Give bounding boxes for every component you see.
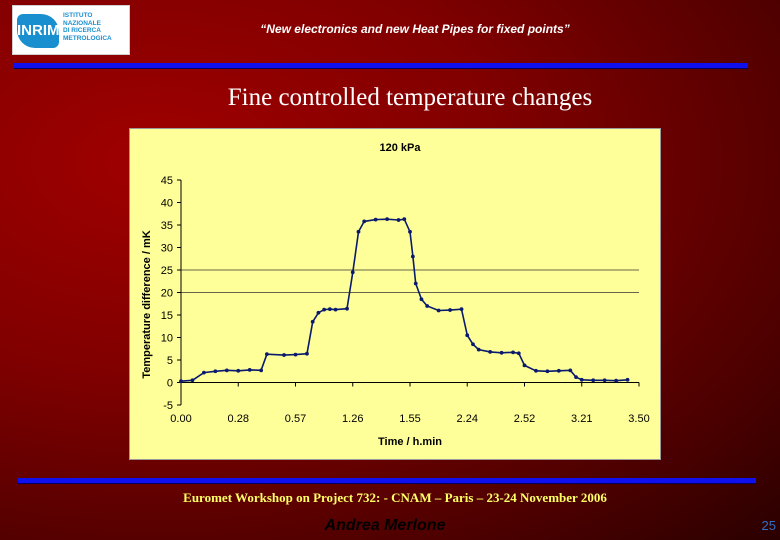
x-tick-label: 0.28 xyxy=(228,413,249,425)
slide-title: Fine controlled temperature changes xyxy=(227,84,593,111)
y-tick-label: 40 xyxy=(161,198,173,210)
header-title: “New electronics and new Heat Pipes for … xyxy=(260,22,570,36)
x-tick-label: 1.26 xyxy=(342,413,363,425)
x-tick-label: 2.24 xyxy=(457,413,478,425)
data-point xyxy=(202,370,206,375)
data-point xyxy=(476,347,481,352)
chart-title: 120 kPa xyxy=(380,142,422,154)
data-point xyxy=(410,254,415,259)
data-point xyxy=(373,217,378,222)
y-tick-label: 20 xyxy=(161,288,173,300)
data-point xyxy=(310,319,315,324)
data-point xyxy=(224,368,229,373)
temperature-chart: -5 0 5 10 15 20 25 30 35 40 45 0.00 0.28 0.57 1.26 1.55… xyxy=(141,142,650,448)
y-axis-label: Temperature difference / mK xyxy=(141,230,153,378)
data-point xyxy=(516,351,521,356)
data-point xyxy=(425,304,430,308)
data-point xyxy=(408,229,412,234)
x-axis-label: Time / h.min xyxy=(378,436,442,448)
series-line xyxy=(180,218,628,382)
data-point xyxy=(356,229,361,234)
x-tick-label: 3.50 xyxy=(628,413,649,425)
data-point xyxy=(534,368,538,373)
data-point xyxy=(436,308,441,313)
footer-event: Euromet Workshop on Project 732: - CNAM … xyxy=(183,490,607,505)
data-point xyxy=(293,352,298,357)
data-point xyxy=(591,378,596,383)
data-point xyxy=(350,270,355,275)
data-point xyxy=(327,307,332,312)
data-point xyxy=(488,350,493,354)
data-point xyxy=(247,368,252,372)
data-point xyxy=(322,307,327,312)
bottom-divider xyxy=(18,478,756,483)
data-point xyxy=(614,378,618,383)
data-point xyxy=(305,351,309,356)
data-point xyxy=(545,369,550,374)
data-point xyxy=(625,377,630,382)
x-tick-label: 0.00 xyxy=(170,413,191,425)
data-point xyxy=(259,368,264,373)
x-tick-label: 2.52 xyxy=(514,413,535,425)
data-point xyxy=(179,379,183,384)
data-point xyxy=(419,297,424,302)
x-tick-label: 0.57 xyxy=(285,413,306,425)
data-point xyxy=(522,363,527,368)
data-point xyxy=(465,333,470,338)
data-point xyxy=(282,353,286,357)
data-point xyxy=(402,217,407,222)
data-point xyxy=(574,375,578,379)
y-tick-label: 10 xyxy=(161,333,173,345)
inrim-logo: INRIM ISTITUTO NAZIONALE DI RICERCA METR… xyxy=(12,5,130,55)
logo-mark: INRIM xyxy=(17,14,60,48)
y-tick-label: -5 xyxy=(163,400,173,412)
data-point xyxy=(385,217,389,222)
data-point xyxy=(213,369,218,374)
y-tick-label: 5 xyxy=(167,355,173,367)
top-divider xyxy=(14,63,748,68)
logo-text: ISTITUTO NAZIONALE DI RICERCA METROLOGIC… xyxy=(63,12,112,42)
data-point xyxy=(579,377,584,382)
y-tick-label: 45 xyxy=(161,175,173,187)
page-number: 25 xyxy=(761,518,776,533)
y-tick-label: 25 xyxy=(161,265,173,277)
data-point xyxy=(471,342,475,347)
chart-area: -5 0 5 10 15 20 25 30 35 40 45 0.00 0.28 0.57 1.26 1.55… xyxy=(129,128,661,460)
data-point xyxy=(413,281,418,286)
data-point xyxy=(448,308,452,312)
x-tick-label: 1.55 xyxy=(399,413,420,425)
data-point xyxy=(264,352,269,357)
data-point xyxy=(499,350,504,355)
y-tick-label: 35 xyxy=(161,220,173,232)
data-point xyxy=(362,219,367,224)
data-point xyxy=(556,368,561,373)
author-name: Andrea Merlone xyxy=(324,517,446,534)
y-tick-label: 0 xyxy=(167,378,173,390)
data-point xyxy=(236,368,241,373)
x-tick-label: 3.21 xyxy=(571,413,592,425)
data-point xyxy=(568,368,573,373)
data-point xyxy=(459,307,464,312)
data-point xyxy=(316,310,321,315)
data-point xyxy=(602,378,607,383)
data-point xyxy=(511,350,515,355)
data-point xyxy=(190,378,195,383)
data-point xyxy=(396,218,401,222)
y-tick-label: 30 xyxy=(161,243,173,255)
y-tick-label: 15 xyxy=(161,310,173,322)
data-point xyxy=(333,307,338,312)
data-point xyxy=(345,306,349,311)
